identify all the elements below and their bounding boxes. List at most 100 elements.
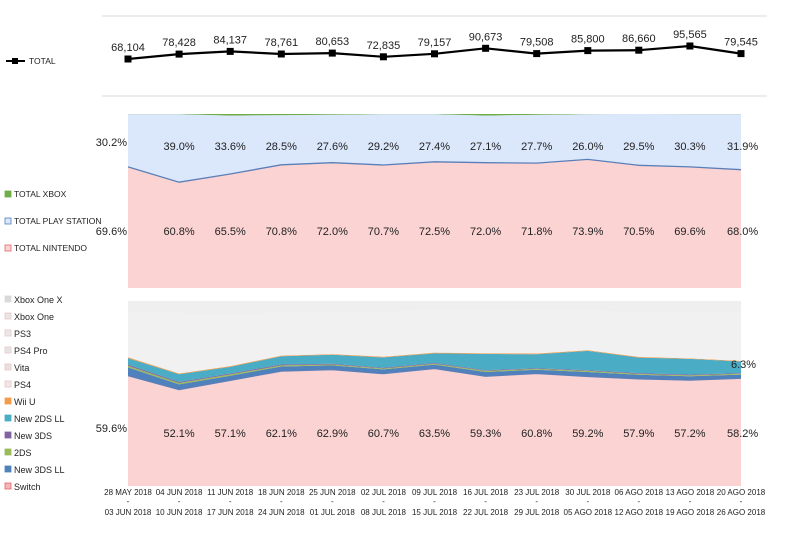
x-tick-label-dash: - [382,497,385,506]
playstation-data-label: 27.1% [470,141,501,153]
total-data-label: 79,508 [520,37,554,49]
legend-label: TOTAL XBOX [14,189,67,199]
switch-data-label: 58.2% [727,428,758,440]
total-data-label: 95,565 [673,29,707,41]
legend-swatch [4,244,12,252]
console-share-panel: 59.6% 52.1% 57.1% 62.1% 62.9% 60.7% 63.5% 59.3%… [96,301,758,486]
x-tick-label-end: 26 AGO 2018 [717,508,766,517]
nintendo-data-label: 73.9% [572,226,603,238]
area-ps3 [128,301,741,307]
x-tick-label-start: 23 JUL 2018 [514,488,560,497]
legend-swatch [4,312,12,320]
area-new-3ds [128,363,741,383]
x-tick-label-dash: - [280,497,283,506]
legend-label: Vita [14,363,29,373]
legend-swatch [4,414,12,422]
total-point [277,50,285,58]
total-point [379,53,387,61]
x-tick-label-dash: - [229,497,232,506]
legend-label: TOTAL NINTENDO [14,243,87,253]
nintendo-data-label: 72.0% [470,226,501,238]
playstation-data-label: 29.2% [368,141,399,153]
total-data-label: 86,660 [622,33,656,45]
x-tick-label-start: 11 JUN 2018 [207,488,254,497]
x-tick-label-dash: - [535,497,538,506]
x-tick-label-start: 13 AGO 2018 [666,488,715,497]
playstation-data-label: 28.5% [266,141,297,153]
x-tick-label-start: 09 JUL 2018 [412,488,458,497]
playstation-data-label: 26.0% [572,141,603,153]
x-tick-label-end: 19 AGO 2018 [666,508,715,517]
xbox-area [128,114,741,116]
legend-swatch [4,397,12,405]
nintendo-data-label: 70.5% [623,226,654,238]
switch-data-label: 63.5% [419,428,450,440]
legend-swatch [4,482,12,490]
total-data-label: 72,835 [367,40,401,52]
switch-data-label: 60.7% [368,428,399,440]
x-tick-label-end: 05 AGO 2018 [564,508,613,517]
total-point [175,50,183,58]
x-tick-label-end: 08 JUL 2018 [361,508,407,517]
switch-data-label: 59.6% [96,423,127,435]
area-wii-u [128,350,741,375]
total-data-label: 79,157 [418,37,452,49]
x-tick-label-dash: - [637,497,640,506]
x-tick-label-dash: - [433,497,436,506]
x-tick-label-start: 04 JUN 2018 [156,488,203,497]
total-data-label: 68,104 [111,42,145,54]
playstation-data-label: 30.3% [674,141,705,153]
legend-label: Switch [14,482,41,492]
x-tick-label-dash: - [127,497,130,506]
legend-label: PS4 Pro [14,346,48,356]
legends: TOTAL TOTAL XBOX TOTAL PLAY STATION TOTAL N… [4,56,102,492]
legend-swatch [4,217,12,225]
switch-data-label: 59.3% [470,428,501,440]
x-tick-label-end: 03 JUN 2018 [105,508,152,517]
total-data-label: 78,428 [162,37,196,49]
total-data-label: 84,137 [213,34,247,46]
total-data-label: 80,653 [315,36,349,48]
total-data-label: 85,800 [571,34,605,46]
playstation-data-label: 27.7% [521,141,552,153]
nintendo-data-label: 72.0% [317,226,348,238]
nintendo-data-label: 69.6% [674,226,705,238]
nintendo-data-label: 65.5% [215,226,246,238]
playstation-data-label: 29.5% [623,141,654,153]
area-2ds [128,363,741,385]
legend-label: Xbox One [14,312,54,322]
boundary-line [127,158,742,183]
total-data-label: 79,545 [724,37,758,49]
nintendo-data-label: 60.8% [163,226,194,238]
playstation-data-label: 39.0% [163,141,194,153]
x-tick-label-start: 30 JUL 2018 [565,488,611,497]
nintendo-data-label: 72.5% [419,226,450,238]
legend-label: PS3 [14,329,31,339]
area-new-2ds-ll [128,350,741,382]
playstation-data-label: 33.6% [215,141,246,153]
area-ps4-pro [128,303,741,314]
x-tick-label-end: 22 JUL 2018 [463,508,509,517]
total-point [584,47,592,55]
legend-label: New 3DS LL [14,465,65,475]
switch-data-label: 57.9% [623,428,654,440]
nintendo-data-label: 68.0% [727,226,758,238]
total-point [482,44,490,52]
nintendo-data-label: 70.8% [266,226,297,238]
x-tick-label-dash: - [484,497,487,506]
legend-label: Wii U [14,397,36,407]
switch-data-label: 57.2% [674,428,705,440]
legend-swatch [4,431,12,439]
switch-data-label: 59.2% [572,428,603,440]
x-tick-label-start: 02 JUL 2018 [361,488,407,497]
switch-boundary-line [127,367,742,391]
playstation-data-label: 27.4% [419,141,450,153]
area-switch [128,368,741,486]
legend-label: 2DS [14,448,32,458]
playstation-data-label: 31.9% [727,141,758,153]
total-point [226,47,234,55]
legend-swatch [4,190,12,198]
x-tick-label-dash: - [740,497,743,506]
playstation-data-label: 27.6% [317,141,348,153]
x-tick-label-start: 18 JUN 2018 [258,488,305,497]
